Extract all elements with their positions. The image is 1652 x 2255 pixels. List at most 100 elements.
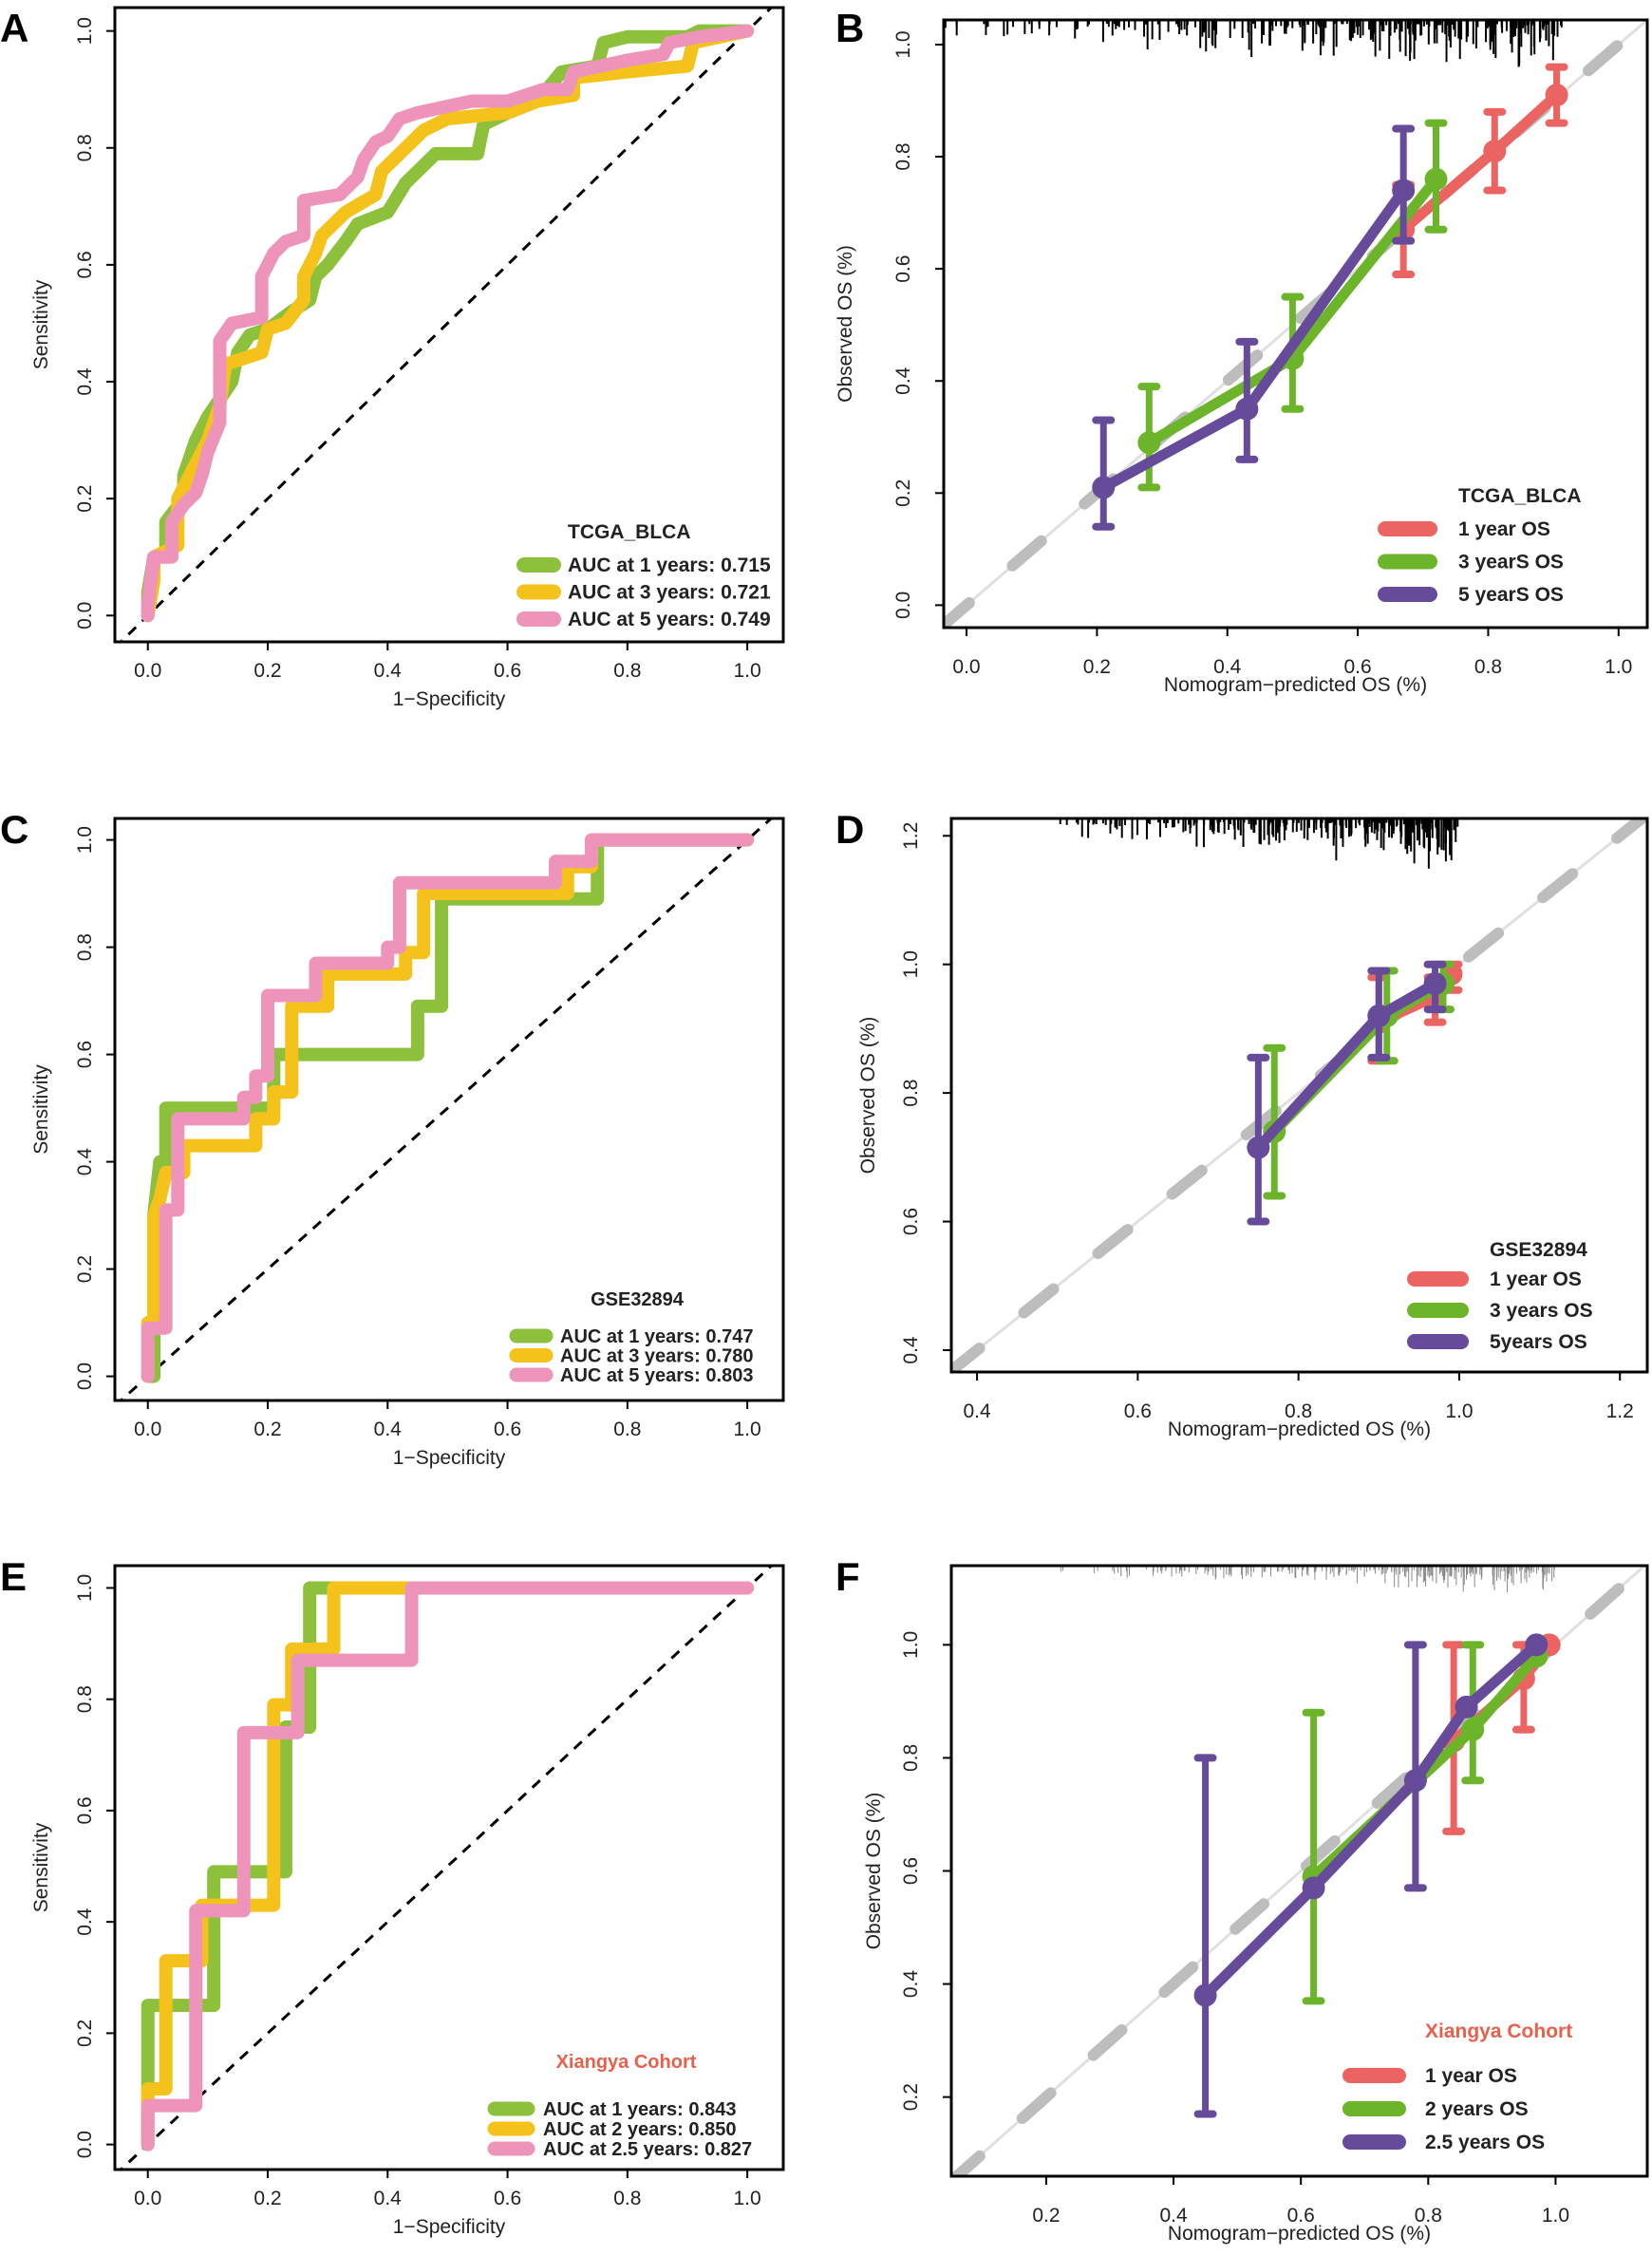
calibration-point [1483,140,1507,163]
x-tick-label: 1.0 [734,2188,761,2209]
calibration-point [1302,1876,1325,1900]
calibration-point [1137,431,1161,455]
plot-area [951,818,1647,1372]
y-tick-label: 0.2 [74,2020,96,2047]
y-tick-label: 0.8 [74,1685,96,1713]
x-tick-label: 0.6 [494,1419,521,1440]
legend-entry: AUC at 5 years: 0.749 [568,609,771,630]
x-tick-label: 1.0 [1445,1400,1473,1422]
panel-c: C 0.0 0.2 0.4 0.6 0.8 1.0 0.0 0.2 0.4 0.6 0.8 1.0 1−S… [0,807,785,1469]
y-tick-label: 0.0 [74,602,96,630]
ideal-line [951,818,1644,1372]
y-tick-label: 0.4 [892,366,914,395]
plot-area [944,20,1647,628]
calibration-point [1455,1695,1478,1719]
legend-entry: 3 yearS OS [1458,552,1564,573]
x-tick-label: 0.2 [1032,2205,1060,2227]
calibration-point [1092,476,1116,499]
x-tick-label: 0.6 [494,660,521,682]
roc-curve-3 [141,1581,755,2152]
roc-curve-2 [141,24,755,623]
x-tick-label: 0.0 [134,660,161,682]
legend-title: GSE32894 [1490,1239,1587,1261]
plot-area [119,818,774,1400]
x-tick-label: 0.0 [952,656,980,678]
y-tick-label: 0.4 [74,1148,96,1176]
x-tick-label: 1.0 [1542,2205,1569,2227]
legend: Xiangya Cohort 1 year OS 2 years OS 2.5 yea… [1342,2020,1572,2153]
x-tick-label: 0.4 [963,1400,991,1422]
panel-f: F 0.2 0.4 0.6 0.8 1.0 0.2 0.4 0.6 0.8 1.0 Nomogram−… [835,1554,1649,2245]
x-tick-label: 0.6 [1287,2205,1315,2227]
x-tick-label: 0.2 [253,1419,281,1440]
calibration-point [1392,179,1416,202]
y-axis-label: Observed OS (%) [835,245,856,403]
rug-ticks [944,20,1563,67]
plot-area [119,1566,774,2170]
y-tick-label: 0.2 [74,485,96,513]
x-axis-label: Nomogram−predicted OS (%) [1164,674,1427,696]
x-axis-label: 1−Specificity [393,1447,506,1469]
legend-entry: AUC at 5 years: 0.803 [560,1365,753,1386]
legend-entry: AUC at 2.5 years: 0.827 [543,2139,752,2160]
x-tick-label: 0.6 [494,2188,521,2209]
panel-letter: B [835,6,864,50]
y-tick-label: 0.4 [900,1336,922,1364]
legend-entry: 3 years OS [1490,1300,1593,1322]
y-tick-label: 1.2 [900,822,922,850]
y-tick-label: 0.6 [892,255,914,283]
x-tick-label: 1.0 [1605,656,1632,678]
legend: TCGA_BLCA AUC at 1 years: 0.715 AUC at 3 y… [516,521,771,630]
roc-curve-3 [141,24,755,623]
y-tick-label: 0.4 [74,367,96,396]
legend-entry: AUC at 2 years: 0.850 [543,2119,736,2140]
legend-entry: AUC at 3 years: 0.780 [560,1346,753,1367]
y-tick-label: 0.6 [900,1857,922,1885]
x-axis-label: 1−Specificity [393,2216,506,2238]
legend-entry: AUC at 1 years: 0.715 [568,554,771,576]
y-tick-label: 0.8 [74,933,96,961]
y-axis-label: Sensitivity [30,279,52,369]
x-tick-label: 0.8 [613,660,641,682]
legend: GSE32894 1 year OS 3 years OS 5years OS [1407,1239,1593,1353]
y-tick-label: 0.6 [74,1796,96,1824]
x-tick-label: 0.4 [374,2188,403,2209]
y-tick-label: 1.0 [900,950,922,978]
legend-title: TCGA_BLCA [568,521,691,543]
panel-e: E 0.0 0.2 0.4 0.6 0.8 1.0 0.0 0.2 0.4 0.6 0.8 1.0 1−S… [0,1554,785,2238]
panel-d: D 0.4 0.6 0.8 1.0 1.2 0.4 0.6 0.8 1.0 1.2 Nomogram−… [835,807,1649,1440]
calibration-point [1403,1769,1427,1793]
y-tick-label: 1.0 [74,1574,96,1602]
x-tick-label: 0.2 [1083,656,1111,678]
reference-diagonal [119,818,774,1400]
panel-letter: C [0,807,28,852]
y-tick-label: 0.4 [900,1970,922,1999]
roc-curve-2 [141,833,755,1383]
x-tick-label: 0.8 [613,1419,641,1440]
x-tick-label: 0.8 [1285,1400,1312,1422]
x-tick-label: 0.8 [1474,656,1502,678]
x-tick-label: 1.2 [1606,1400,1634,1422]
calibration-point [1525,1633,1549,1657]
y-tick-label: 0.2 [892,479,914,507]
x-tick-label: 0.0 [134,1419,161,1440]
legend-entry: 2 years OS [1425,2098,1529,2120]
y-tick-label: 0.8 [74,134,96,161]
y-tick-label: 0.8 [900,1744,922,1772]
panel-letter: D [835,807,864,852]
legend-entry: 1 year OS [1490,1268,1582,1290]
x-tick-label: 0.4 [374,660,403,682]
y-tick-label: 0.8 [900,1080,922,1107]
y-axis-label: Sensitivity [30,1822,52,1912]
legend-title: Xiangya Cohort [556,2052,697,2073]
legend: TCGA_BLCA 1 year OS 3 yearS OS 5 yearS OS [1378,485,1582,606]
x-tick-label: 0.6 [1343,656,1371,678]
legend-entry: 5years OS [1490,1331,1587,1353]
x-tick-label: 0.6 [1124,1400,1152,1422]
calibration-point [1545,84,1568,107]
calibration-point [1461,1718,1485,1741]
calibration-point [1367,1004,1391,1027]
